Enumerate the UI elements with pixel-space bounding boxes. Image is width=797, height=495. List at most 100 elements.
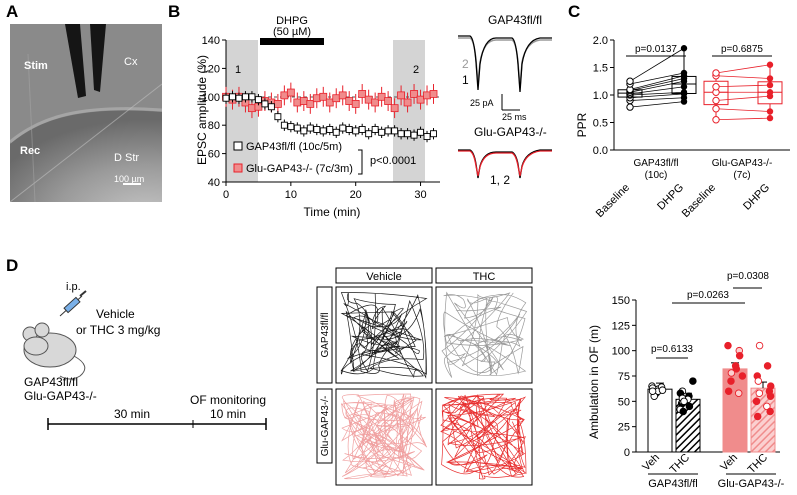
row-glu: Glu-GAP43-/- (320, 396, 331, 457)
gap-point (280, 121, 288, 129)
d-point-3 (752, 397, 761, 406)
micrograph-drawing (10, 24, 162, 202)
c-gap-pair-line (629, 93, 685, 99)
gap-point (313, 126, 321, 133)
shade-label-1: 1 (235, 64, 241, 76)
d-point-0 (658, 386, 667, 394)
time-30min: 30 min (114, 407, 150, 421)
scale-pa: 25 pA (470, 98, 494, 108)
gap-point (371, 126, 379, 133)
p-bracket (358, 149, 363, 175)
c-glu-baseline-point (712, 96, 720, 105)
c-ytick-label: 1.5 (593, 63, 608, 75)
d-ytick-label: 0 (624, 447, 630, 459)
d-bar-0 (647, 388, 673, 453)
panel-letter-d: D (6, 256, 19, 275)
gap-point (332, 128, 340, 136)
glu-point (403, 98, 412, 107)
b-ylabel: EPSC amplitude (%) (195, 55, 209, 165)
d-ytick-label: 125 (612, 320, 630, 332)
d-point-2 (732, 365, 741, 373)
d-ytick-label: 100 (612, 346, 630, 358)
mouse-icon (22, 322, 86, 380)
gap-point (378, 128, 386, 136)
b-xtick-label: 0 (223, 189, 229, 201)
b-ytick-label: 80 (208, 120, 220, 132)
d-point-1 (685, 402, 694, 411)
d-group-1: GAP43fl/fl (648, 478, 698, 490)
d-pvalue-3: p=0.6133 (651, 344, 693, 355)
c-gap-dhpg-point (680, 69, 688, 77)
gap-point (229, 93, 236, 101)
c-gap-baseline-point (626, 77, 634, 85)
d-xtick-3: THC (746, 452, 771, 477)
d-point-2 (724, 341, 732, 350)
d-point-2 (734, 389, 743, 397)
d-point-3 (755, 389, 764, 397)
glu-point (410, 90, 418, 98)
b-xtick-label: 30 (414, 189, 426, 201)
d-ytick-label: 25 (618, 422, 630, 434)
gap-point (410, 131, 418, 139)
glu-point (319, 92, 328, 101)
dhpg-conc: (50 µM) (273, 26, 311, 38)
d-point-3 (766, 392, 775, 401)
c-gap-pair-line (629, 78, 685, 91)
stim-electrode (65, 24, 86, 98)
d-point-2 (724, 387, 733, 395)
scale-ms: 25 ms (502, 112, 527, 122)
gap-point (222, 94, 230, 102)
b-ytick-label: 100 (202, 92, 220, 104)
c-gap-pair-line (629, 72, 685, 85)
glu-point (377, 92, 386, 101)
gap-point (254, 96, 262, 104)
panel-letter-c: C (568, 2, 581, 21)
gap-point (287, 123, 295, 131)
trace-label-2: 2 (462, 57, 469, 71)
glu-point (325, 98, 334, 107)
d-ylabel: Ambulation in OF (m) (587, 325, 601, 439)
c-pvalue-1: p=0.0137 (635, 44, 677, 55)
traj-glu-vehicle (340, 393, 428, 480)
syringe-icon (59, 290, 87, 317)
gap-point (242, 93, 249, 101)
b-ytick-label: 140 (202, 35, 220, 47)
glu-point (416, 95, 425, 104)
c-gap-pair-line (629, 91, 685, 96)
panel-letter-a: A (6, 2, 19, 21)
d-point-2 (738, 372, 747, 380)
c-gap-dhpg-point (680, 89, 688, 96)
c-glu-baseline-point (712, 105, 720, 113)
d-xtick-2: Veh (718, 452, 740, 474)
d-pvalue-2: p=0.0263 (687, 290, 729, 301)
micrograph-image: Stim Cx Rec D Str 100 µm (10, 24, 162, 202)
gap-point (319, 127, 327, 135)
d-point-2 (727, 369, 736, 377)
label-cx: Cx (124, 56, 138, 68)
c-group2-n: (7c) (733, 170, 750, 181)
d-xtick-0: Veh (640, 452, 662, 474)
traj-gap-thc (441, 291, 528, 378)
c-group1-n: (10c) (645, 170, 668, 181)
c-gap-pair-line (629, 47, 685, 82)
d-point-3 (753, 412, 762, 421)
c-group2: Glu-GAP43-/- (712, 158, 773, 169)
b-ytick-label: 60 (208, 149, 220, 161)
glu-point (384, 97, 393, 105)
c-ylabel: PPR (575, 112, 589, 137)
label-dstr: D Str (114, 152, 140, 164)
c-pvalue-2: p=0.6875 (721, 44, 763, 55)
glu-point (358, 90, 367, 98)
c-gap-dhpg-point (680, 83, 688, 90)
glu-point (286, 88, 295, 97)
c-glu-dhpg-point (766, 108, 774, 115)
gap-point (326, 126, 334, 133)
gap-point (345, 126, 353, 133)
c-glu-baseline-point (712, 69, 720, 77)
d-point-0 (648, 387, 657, 395)
c-glu-baseline-point (712, 116, 720, 124)
d-point-1 (679, 407, 687, 416)
trace-title-bottom: Glu-GAP43-/- (474, 125, 547, 139)
gap-point (293, 124, 301, 132)
